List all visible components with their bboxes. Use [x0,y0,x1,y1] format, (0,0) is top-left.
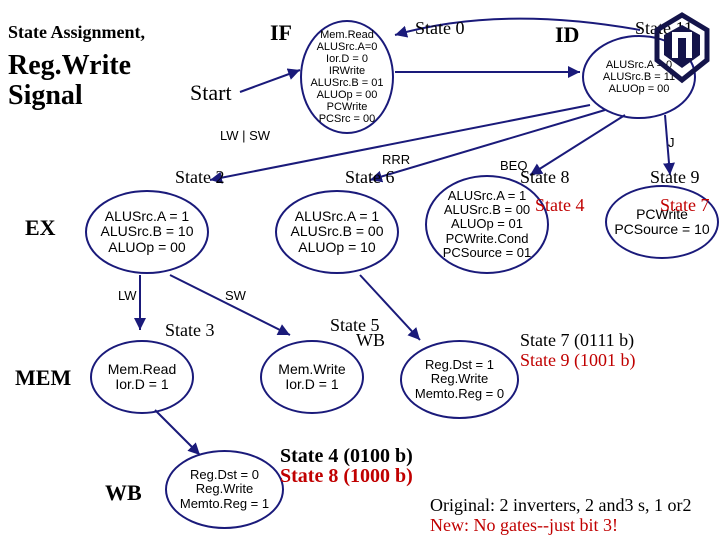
state2-circle: ALUSrc.A = 1 ALUSrc.B = 10 ALUOp = 00 [85,190,209,274]
state8-red: State 4 [535,195,585,216]
state0-label: State 0 [415,18,465,39]
state8-label: State 8 [520,167,570,188]
stage-id: ID [555,22,579,48]
state3-label: State 3 [165,320,215,341]
title-line1: State Assignment, [8,22,145,43]
state4-circle: Reg.Dst = 0 Reg.Write Memto.Reg = 1 [165,450,284,529]
edge-j: J [668,135,675,150]
start-label: Start [190,80,232,106]
footer-new: New: No gates--just bit 3! [430,515,618,536]
state7-red: State 9 (1001 b) [520,350,635,371]
state5-label: State 5 [330,315,380,336]
title-line2: Reg.Write [8,50,131,82]
state0-circle: Mem.Read ALUSrc.A=0 Ior.D = 0 IRWrite AL… [300,20,394,134]
state6-label: State 6 [345,167,395,188]
stage-wb: WB [105,480,142,506]
stage-if: IF [270,20,292,46]
state7-label: State 7 (0111 b) [520,330,634,351]
state2-label: State 2 [175,167,225,188]
edge-rrr: RRR [382,152,410,167]
state5-circle: Mem.Write Ior.D = 1 [260,340,364,414]
state9-label: State 9 [650,167,700,188]
stage-mem: MEM [15,365,71,391]
state7-circle: Reg.Dst = 1 Reg.Write Memto.Reg = 0 [400,340,519,419]
state6-circle: ALUSrc.A = 1 ALUSrc.B = 00 ALUOp = 10 [275,190,399,274]
logo-icon [652,10,712,85]
edge-lwsw: LW | SW [220,128,270,143]
footer-orig: Original: 2 inverters, 2 and3 s, 1 or2 [430,495,691,516]
title-line3: Signal [8,80,83,112]
edge-lw: LW [118,288,137,303]
stage-ex: EX [25,215,56,241]
state3-circle: Mem.Read Ior.D = 1 [90,340,194,414]
state8-circle: ALUSrc.A = 1 ALUSrc.B = 00 ALUOp = 01 PC… [425,175,549,274]
edge-sw: SW [225,288,246,303]
state4-red: State 8 (1000 b) [280,465,413,488]
state9-red: State 7 [660,195,710,216]
